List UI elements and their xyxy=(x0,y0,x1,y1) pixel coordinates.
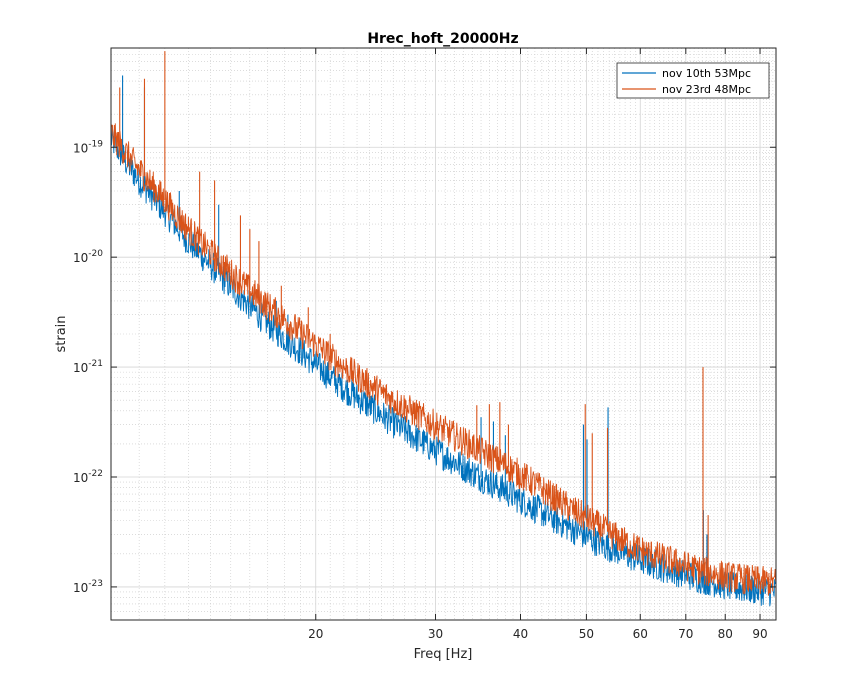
y-tick-labels: 10-23 10-22 10-21 10-20 10-19 xyxy=(73,139,103,595)
series-2 xyxy=(110,51,777,596)
x-tick-label: 20 xyxy=(308,627,323,641)
axes-box xyxy=(110,47,777,621)
chart-title: Hrec_hoft_20000Hz xyxy=(367,31,518,47)
x-tick-label: 80 xyxy=(718,627,733,641)
x-tick-label: 50 xyxy=(579,627,594,641)
legend: nov 10th 53Mpc nov 23rd 48Mpc xyxy=(616,62,770,99)
major-grid xyxy=(111,48,776,620)
x-tick-labels: 20 30 40 50 60 70 80 90 xyxy=(308,627,768,641)
y-tick-label: 10-22 xyxy=(73,469,103,485)
series-layer xyxy=(110,51,777,607)
plot-area xyxy=(111,48,776,620)
tick-marks xyxy=(111,48,776,620)
y-tick-label: 10-20 xyxy=(73,249,103,265)
x-tick-label: 30 xyxy=(428,627,443,641)
legend-label-series-2: nov 23rd 48Mpc xyxy=(662,83,751,96)
x-tick-label: 40 xyxy=(513,627,528,641)
x-tick-label: 60 xyxy=(633,627,648,641)
y-tick-label: 10-23 xyxy=(73,579,103,595)
minor-grid xyxy=(111,47,776,621)
y-tick-label: 10-21 xyxy=(73,359,103,375)
series-line xyxy=(110,123,777,596)
x-tick-label: 70 xyxy=(678,627,693,641)
x-axis-label: Freq [Hz] xyxy=(414,647,473,662)
y-axis-label: strain xyxy=(54,315,69,352)
y-tick-label: 10-19 xyxy=(73,139,103,155)
legend-label-series-1: nov 10th 53Mpc xyxy=(662,67,751,80)
x-tick-label: 90 xyxy=(752,627,767,641)
legend-box xyxy=(616,62,770,99)
